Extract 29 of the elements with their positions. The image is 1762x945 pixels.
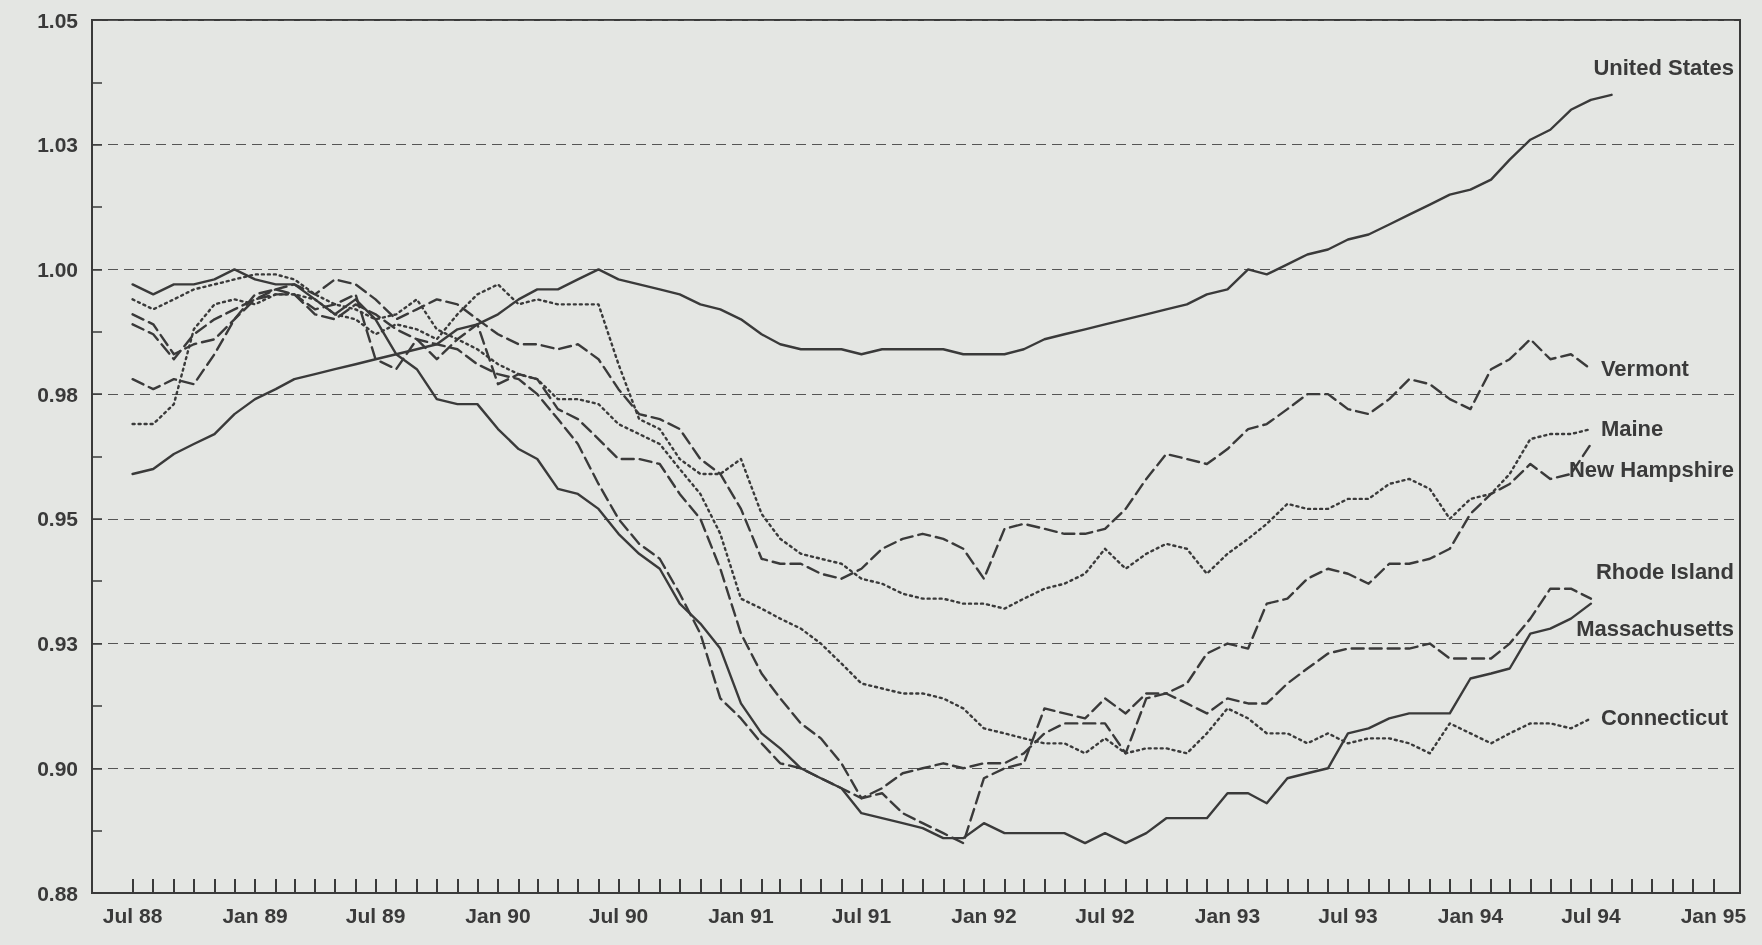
x-tick-label: Jan 92 (951, 904, 1017, 927)
y-tick-label: 0.95 (37, 507, 79, 531)
y-tick-label: 0.88 (37, 881, 79, 905)
x-tick-label: Jan 93 (1194, 904, 1261, 927)
series-label: Rhode Island (1595, 559, 1734, 585)
x-tick-label: Jan 91 (708, 904, 774, 927)
series-label: Maine (1600, 415, 1664, 441)
series-label: United States (1593, 55, 1735, 81)
series-label: Connecticut (1600, 704, 1729, 730)
x-tick-label: Jul 89 (345, 904, 406, 927)
y-tick-label: 1.00 (37, 257, 78, 281)
x-tick-label: Jan 90 (465, 904, 531, 927)
x-tick-label: Jul 88 (102, 904, 163, 927)
series-label: Massachusetts (1576, 616, 1735, 642)
y-tick-label: 1.05 (37, 8, 79, 32)
x-tick-label: Jan 89 (222, 904, 288, 927)
x-tick-label: Jul 94 (1561, 904, 1621, 927)
y-tick-label: 0.93 (37, 632, 78, 656)
x-tick-label: Jul 93 (1318, 904, 1378, 927)
x-tick-label: Jul 90 (588, 904, 649, 927)
y-tick-label: 0.90 (37, 756, 78, 780)
series-label: New Hampshire (1568, 456, 1735, 482)
series-label: Vermont (1600, 355, 1690, 381)
x-tick-label: Jan 95 (1680, 904, 1747, 927)
x-tick-label: Jan 94 (1437, 904, 1504, 927)
x-tick-label: Jul 91 (831, 904, 892, 927)
y-tick-label: 0.98 (37, 382, 79, 406)
x-tick-label: Jul 92 (1075, 904, 1135, 927)
y-tick-label: 1.03 (37, 133, 78, 157)
